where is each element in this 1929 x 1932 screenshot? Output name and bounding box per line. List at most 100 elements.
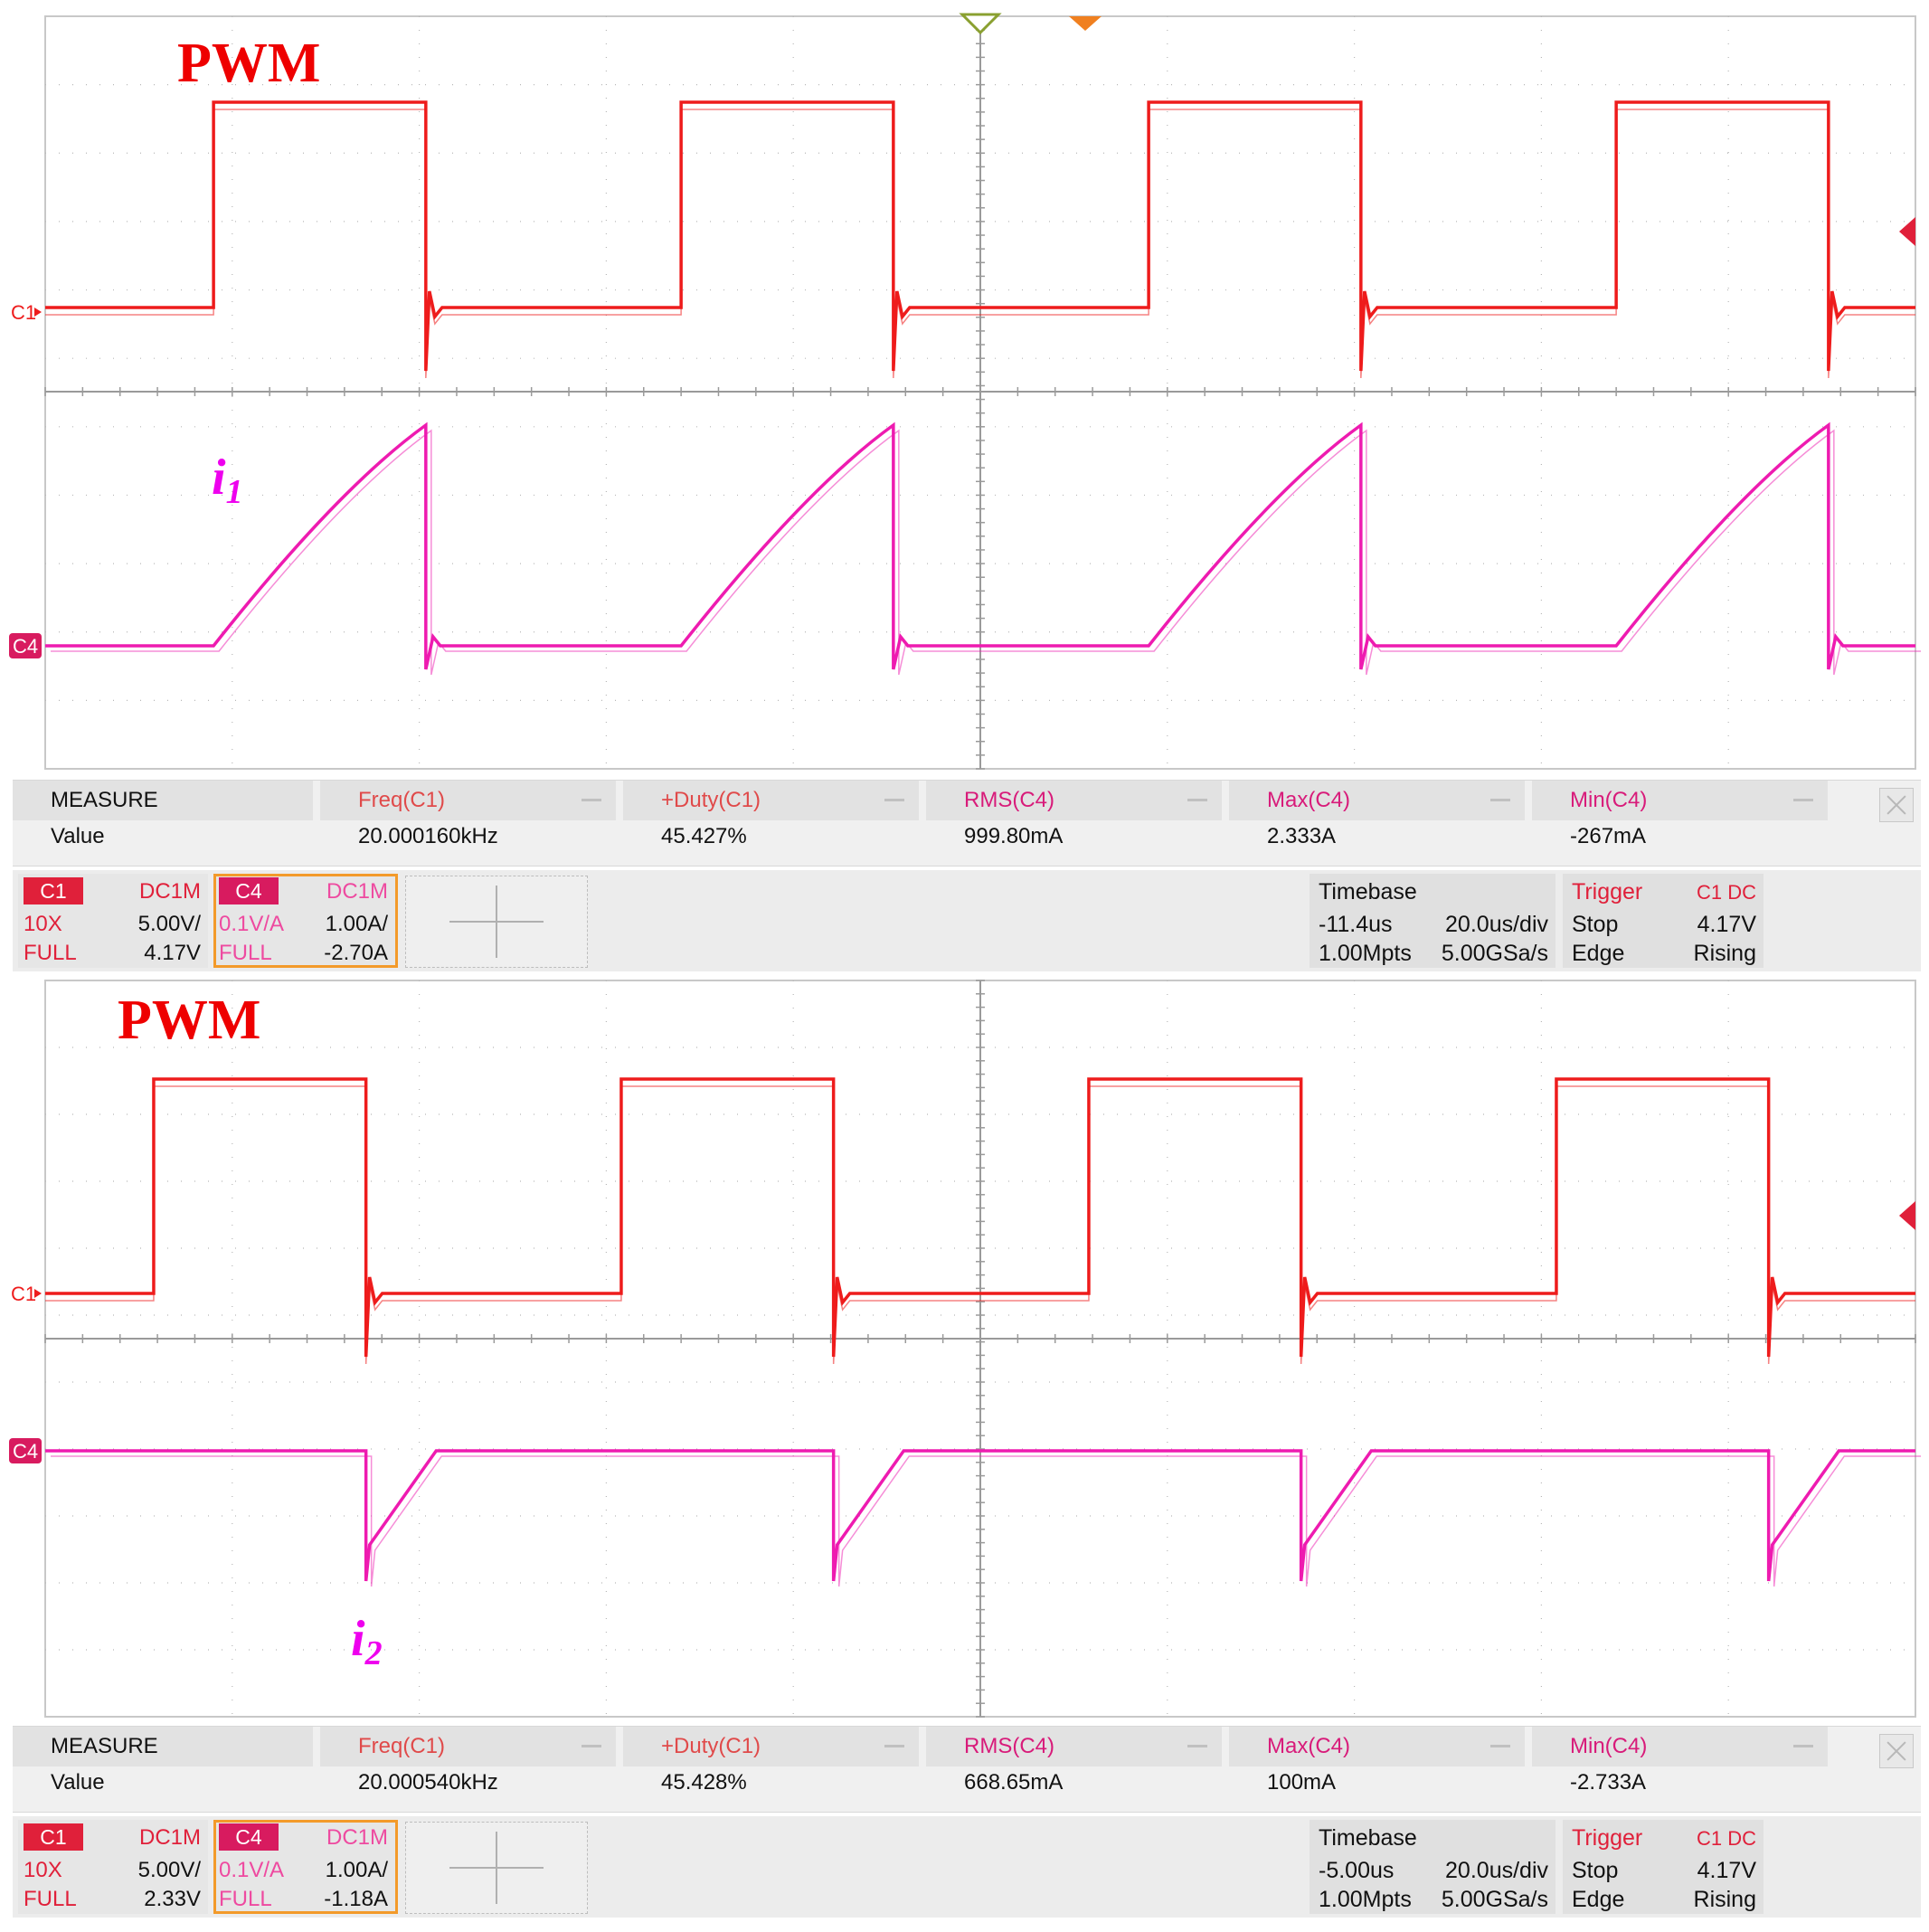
timebase-rate: 5.00GSa/s [1441, 1887, 1548, 1912]
measure-title-col: MEASURE Value [13, 781, 320, 866]
measure-column[interactable]: RMS(C4) 668.65mA [926, 1727, 1229, 1812]
c1-tag-arrow [34, 308, 42, 317]
graticule [44, 980, 1916, 1718]
c4-offset: -1.18A [324, 1887, 388, 1911]
measure-column[interactable]: Max(C4) 100mA [1229, 1727, 1532, 1812]
add-channel-button[interactable] [405, 876, 588, 968]
c1-probe: 10X [24, 912, 62, 936]
measure-name: Min(C4) [1570, 1734, 1648, 1758]
measure-title-col: MEASURE Value [13, 1727, 320, 1812]
trigger-slope: Rising [1693, 941, 1756, 966]
measure-column[interactable]: Min(C4) -267mA [1532, 781, 1835, 866]
remove-icon[interactable] [1187, 799, 1207, 801]
measure-name: Freq(C1) [358, 1734, 446, 1758]
status-bar: C1 DC1M 10X 5.00V/ FULL 2.33V C4 DC1M 0.… [13, 1816, 1921, 1918]
measure-name: RMS(C4) [964, 788, 1054, 812]
c4-coupling: DC1M [326, 1825, 388, 1850]
measure-bar: MEASURE Value Freq(C1) 20.000160kHz +Dut… [13, 780, 1921, 867]
remove-icon[interactable] [582, 799, 601, 801]
c1-coupling: DC1M [138, 1825, 201, 1850]
waveform-display-top: C1 C4 PWM i1 [9, 13, 1921, 770]
timebase-box[interactable]: Timebase -11.4us 20.0us/div 1.00Mpts 5.0… [1310, 874, 1555, 968]
c4-scale: 1.00A/ [325, 912, 388, 936]
channel-c1-box[interactable]: C1 DC1M 10X 5.00V/ FULL 2.33V [18, 1820, 208, 1914]
trigger-level: 4.17V [1697, 1858, 1756, 1883]
c1-level-tag: C1 [11, 1283, 42, 1305]
pwm-trace-shadow [45, 1085, 1915, 1365]
c1-badge: C1 [24, 877, 83, 904]
trigger-position-marker [959, 13, 1002, 35]
close-icon[interactable] [1879, 1734, 1914, 1768]
measure-value: 2.333A [1267, 824, 1337, 848]
measure-value: 20.000540kHz [358, 1770, 498, 1795]
timebase-points: 1.00Mpts [1319, 941, 1412, 966]
channel-c4-box[interactable]: C4 DC1M 0.1V/A 1.00A/ FULL -2.70A [213, 874, 398, 968]
c1-bandwidth: FULL [24, 941, 77, 965]
c4-probe: 0.1V/A [219, 912, 285, 936]
waveform-display-bottom: C1 C4 PWM i2 [9, 980, 1921, 1718]
traces: C1 C4 [9, 1077, 1921, 1587]
scope-panel-bottom: C1 C4 PWM i2 MEASURE Value Freq(C1) 20.00… [0, 975, 1929, 1932]
add-channel-button[interactable] [405, 1822, 588, 1914]
c1-level-tag: C1 [11, 301, 42, 324]
measure-column[interactable]: Freq(C1) 20.000160kHz [320, 781, 623, 866]
trigger-level-marker [1899, 1201, 1915, 1230]
timebase-points: 1.00Mpts [1319, 1887, 1412, 1912]
channel-c1-box[interactable]: C1 DC1M 10X 5.00V/ FULL 4.17V [18, 874, 208, 968]
measure-column[interactable]: +Duty(C1) 45.428% [623, 1727, 926, 1812]
trigger-box[interactable]: Trigger C1 DC Stop 4.17V Edge Rising [1563, 874, 1764, 968]
graticule [44, 15, 1916, 770]
measure-column[interactable]: Freq(C1) 20.000540kHz [320, 1727, 623, 1812]
c4-tag-bg [9, 1438, 42, 1463]
trigger-state: Stop [1572, 1858, 1619, 1883]
measure-name: +Duty(C1) [661, 1734, 761, 1758]
c4-coupling: DC1M [326, 879, 388, 904]
trigger-box[interactable]: Trigger C1 DC Stop 4.17V Edge Rising [1563, 1820, 1764, 1914]
c1-tag-text: C1 [11, 1283, 36, 1305]
measure-value: 20.000160kHz [358, 824, 498, 848]
remove-icon[interactable] [884, 799, 904, 801]
measure-column[interactable]: RMS(C4) 999.80mA [926, 781, 1229, 866]
remove-icon[interactable] [1490, 799, 1510, 801]
measure-column[interactable]: Max(C4) 2.333A [1229, 781, 1532, 866]
measure-row-label: Value [51, 824, 105, 848]
c4-bandwidth: FULL [219, 1887, 272, 1911]
c1-coupling: DC1M [138, 879, 201, 904]
c4-badge: C4 [219, 877, 279, 904]
measure-name: Min(C4) [1570, 788, 1648, 812]
measure-value: 668.65mA [964, 1770, 1064, 1795]
measure-value: -267mA [1570, 824, 1647, 848]
c4-badge: C4 [219, 1823, 279, 1851]
remove-icon[interactable] [1187, 1745, 1207, 1747]
c4-offset: -2.70A [324, 941, 388, 965]
trigger-delay-marker [1069, 16, 1102, 31]
trigger-source: C1 DC [1696, 1827, 1756, 1850]
close-icon[interactable] [1879, 788, 1914, 822]
timebase-title: Timebase [1319, 1825, 1417, 1851]
c1-tag-arrow [34, 1289, 42, 1298]
remove-icon[interactable] [1793, 799, 1813, 801]
remove-icon[interactable] [1490, 1745, 1510, 1747]
timebase-scale: 20.0us/div [1445, 912, 1548, 937]
measure-value: -2.733A [1570, 1770, 1647, 1795]
c1-offset: 2.33V [144, 1887, 201, 1911]
traces: C1 C4 [9, 13, 1921, 676]
trigger-type: Edge [1572, 1887, 1625, 1912]
scope-panel-top: C1 C4 PWM i1 MEASURE Value Freq(C1) 20.00… [0, 0, 1929, 975]
measure-name: RMS(C4) [964, 1734, 1054, 1758]
channel-c4-box[interactable]: C4 DC1M 0.1V/A 1.00A/ FULL -1.18A [213, 1820, 398, 1914]
trigger-title: Trigger [1572, 1825, 1643, 1851]
measure-row-label: Value [51, 1770, 105, 1795]
measure-column[interactable]: +Duty(C1) 45.427% [623, 781, 926, 866]
c1-badge: C1 [24, 1823, 83, 1851]
c4-bandwidth: FULL [219, 941, 272, 965]
pwm-label: PWM [118, 990, 260, 1051]
remove-icon[interactable] [884, 1745, 904, 1747]
timebase-box[interactable]: Timebase -5.00us 20.0us/div 1.00Mpts 5.0… [1310, 1820, 1555, 1914]
measure-column[interactable]: Min(C4) -2.733A [1532, 1727, 1835, 1812]
remove-icon[interactable] [1793, 1745, 1813, 1747]
remove-icon[interactable] [582, 1745, 601, 1747]
current-trace [45, 1449, 1915, 1582]
trigger-title: Trigger [1572, 879, 1643, 904]
measure-name: Max(C4) [1267, 1734, 1351, 1758]
